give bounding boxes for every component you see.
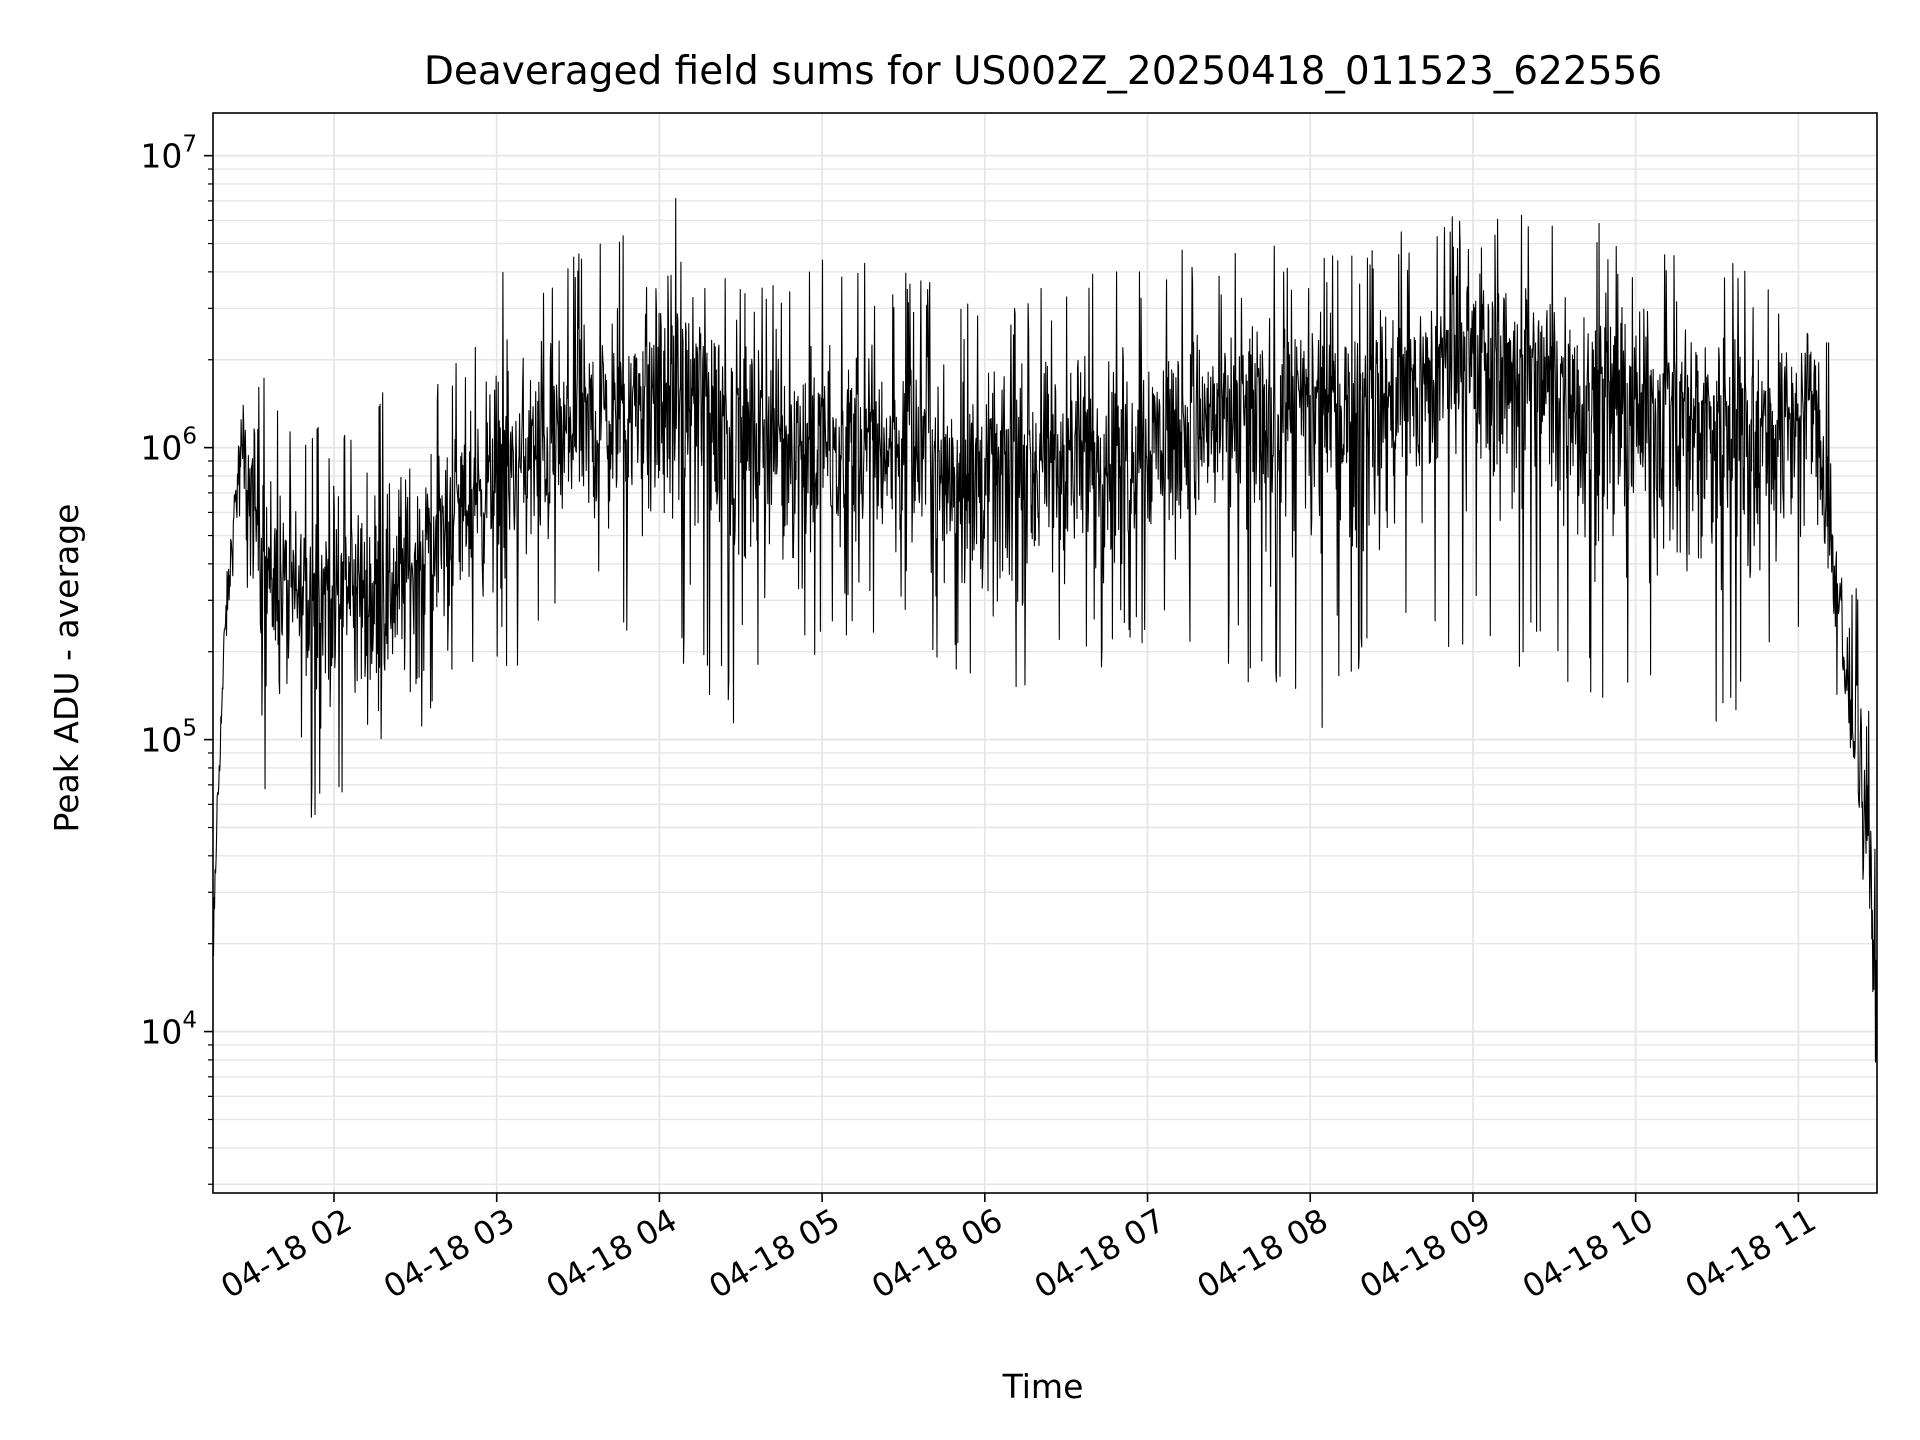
y-tick-label: 107 xyxy=(140,132,197,176)
y-tick-label-exponent: 4 xyxy=(182,1008,197,1034)
y-tick-label-exponent: 6 xyxy=(182,424,197,450)
y-axis-label: Peak ADU - average xyxy=(47,504,86,833)
y-tick-label-exponent: 5 xyxy=(182,716,197,742)
y-tick-label: 104 xyxy=(140,1008,197,1052)
y-tick-label-base: 10 xyxy=(140,721,182,760)
data-series xyxy=(213,197,1877,1066)
y-tick-label: 106 xyxy=(140,424,197,468)
y-tick-label-base: 10 xyxy=(140,137,182,176)
x-axis-label: Time xyxy=(1002,1367,1084,1406)
series-line xyxy=(213,197,1877,1066)
y-tick-label-base: 10 xyxy=(140,429,182,468)
y-tick-label-exponent: 7 xyxy=(182,132,197,158)
y-tick-label: 105 xyxy=(140,716,197,760)
plot-area-frame xyxy=(212,112,1878,1194)
y-tick-label-base: 10 xyxy=(140,1013,182,1052)
chart-title: Deaveraged field sums for US002Z_2025041… xyxy=(424,49,1662,94)
